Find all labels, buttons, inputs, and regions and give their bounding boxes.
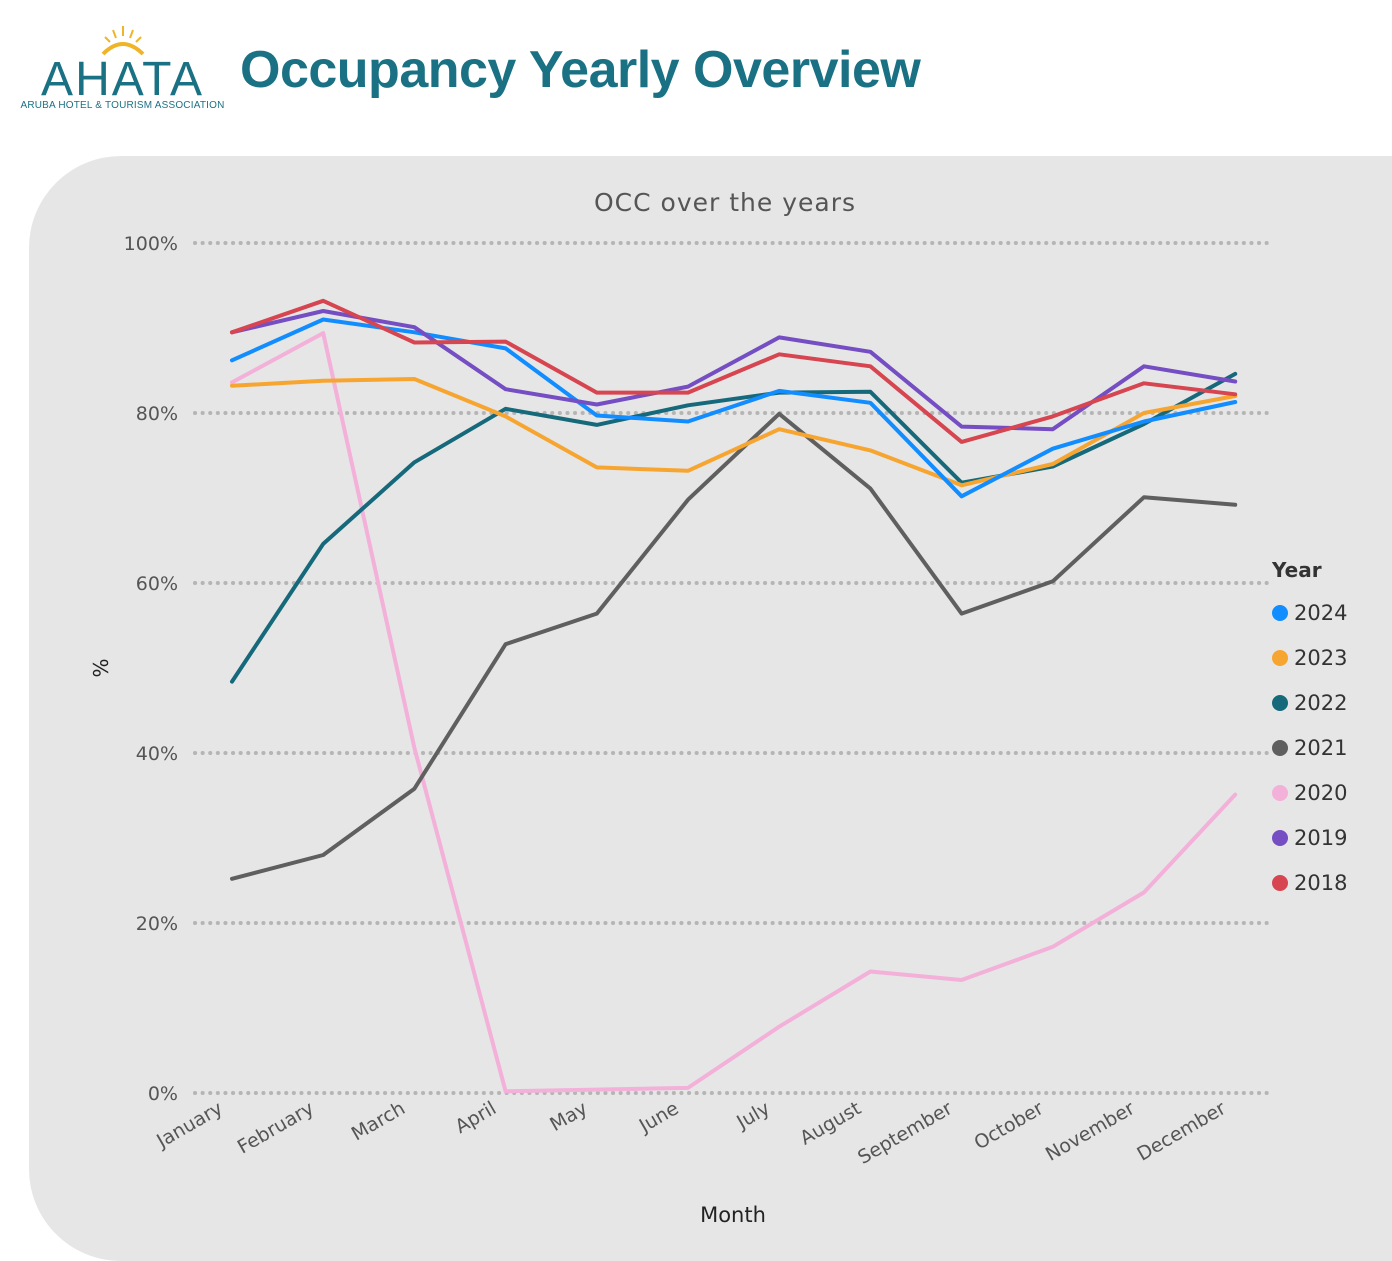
legend-item-2022[interactable]: 2022 <box>1272 680 1382 725</box>
y-axis-label: % <box>89 658 113 677</box>
legend-marker <box>1272 649 1288 666</box>
legend-marker <box>1272 784 1288 801</box>
x-axis-ticks: January February March April May June July Augu… <box>152 1097 1230 1169</box>
x-tick-label: February <box>234 1097 318 1158</box>
chart-title: OCC over the years <box>594 188 856 217</box>
x-tick-label: March <box>348 1097 409 1145</box>
legend-label: 2020 <box>1294 780 1348 805</box>
y-tick-label: 40% <box>136 743 178 765</box>
series-lines <box>230 298 1238 1094</box>
legend-item-2018[interactable]: 2018 <box>1272 860 1382 905</box>
y-tick-label: 20% <box>136 913 178 935</box>
series-line-2019 <box>230 309 1238 432</box>
series-line-2021 <box>230 411 1238 881</box>
page-title: Occupancy Yearly Overview <box>240 41 921 99</box>
series-line-2022 <box>230 371 1238 684</box>
legend-marker <box>1272 874 1288 891</box>
x-tick-label: July <box>732 1097 773 1134</box>
x-tick-label: November <box>1042 1097 1139 1166</box>
legend-marker <box>1272 739 1288 756</box>
x-tick-label: August <box>796 1097 865 1149</box>
legend-label: 2019 <box>1294 825 1348 850</box>
x-axis-label: Month <box>700 1203 766 1227</box>
y-tick-label: 100% <box>124 233 178 255</box>
legend-label: 2021 <box>1294 735 1348 760</box>
series-line-2024 <box>230 317 1238 499</box>
legend-item-2023[interactable]: 2023 <box>1272 635 1382 680</box>
x-tick-label: May <box>546 1097 591 1136</box>
legend-label: 2024 <box>1294 600 1348 625</box>
y-axis-ticks: 0% 20% 40% 60% 80% 100% <box>124 233 178 1105</box>
series-line-2023 <box>230 377 1238 488</box>
legend-items: 2024 2023 2022 2021 2020 2019 2018 <box>1272 590 1382 905</box>
legend-item-2020[interactable]: 2020 <box>1272 770 1382 815</box>
legend-label: 2022 <box>1294 690 1348 715</box>
legend-label: 2018 <box>1294 870 1348 895</box>
series-line-2020 <box>230 331 1238 1094</box>
legend-item-2021[interactable]: 2021 <box>1272 725 1382 770</box>
x-tick-label: September <box>854 1097 956 1169</box>
legend-marker <box>1272 604 1288 621</box>
sun-icon <box>101 26 145 56</box>
legend-item-2019[interactable]: 2019 <box>1272 815 1382 860</box>
x-tick-label: December <box>1133 1097 1229 1165</box>
series-line-2018 <box>230 298 1238 444</box>
legend-marker <box>1272 829 1288 846</box>
logo-subtext: ARUBA HOTEL & TOURISM ASSOCIATION <box>20 100 225 111</box>
logo-text: AHATA <box>41 53 204 106</box>
gridlines <box>193 241 1270 1095</box>
y-tick-label: 0% <box>148 1083 178 1105</box>
y-tick-label: 80% <box>136 403 178 425</box>
header: AHATA ARUBA HOTEL & TOURISM ASSOCIATION … <box>0 0 1392 130</box>
legend: Year 2024 2023 2022 2021 2020 2019 2018 <box>1272 558 1382 905</box>
y-tick-label: 60% <box>136 573 178 595</box>
legend-label: 2023 <box>1294 645 1348 670</box>
legend-title: Year <box>1272 558 1322 582</box>
x-tick-label: October <box>970 1097 1047 1154</box>
chart-panel <box>29 156 1392 1261</box>
legend-marker <box>1272 694 1288 711</box>
x-tick-label: June <box>635 1097 683 1137</box>
ahata-logo: AHATA ARUBA HOTEL & TOURISM ASSOCIATION <box>20 22 225 114</box>
legend-item-2024[interactable]: 2024 <box>1272 590 1382 635</box>
x-tick-label: April <box>451 1097 500 1138</box>
x-tick-label: January <box>152 1097 226 1153</box>
